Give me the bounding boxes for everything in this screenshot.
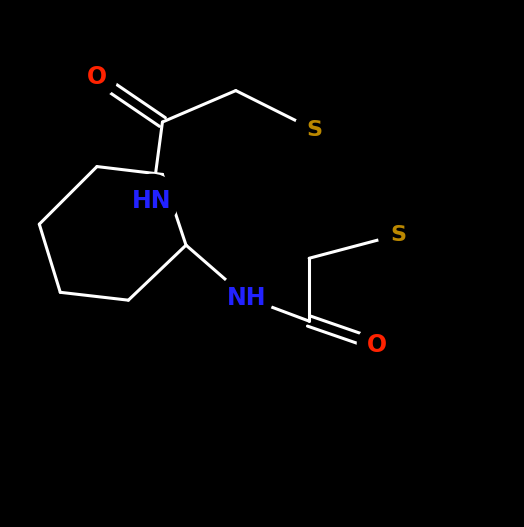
Text: HN: HN (132, 189, 172, 212)
Text: O: O (87, 65, 107, 90)
Circle shape (220, 271, 272, 324)
Circle shape (294, 110, 334, 150)
Circle shape (126, 174, 178, 227)
Text: S: S (390, 225, 406, 245)
Circle shape (77, 57, 117, 97)
Circle shape (378, 215, 418, 255)
Text: S: S (307, 120, 322, 140)
Text: O: O (367, 333, 387, 357)
Text: NH: NH (226, 286, 266, 309)
Circle shape (357, 325, 397, 365)
